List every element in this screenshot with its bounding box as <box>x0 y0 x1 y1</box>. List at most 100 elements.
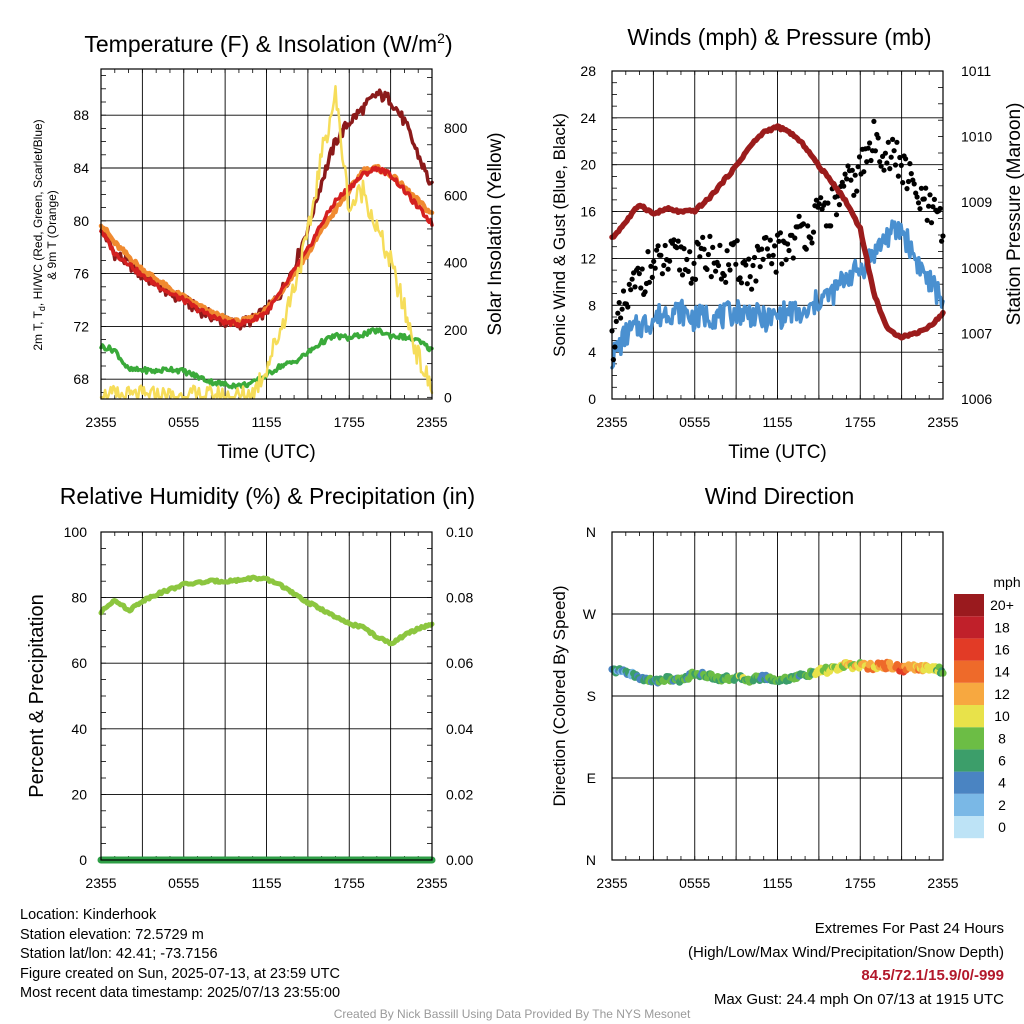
gust-dot <box>685 268 691 274</box>
gust-dot <box>710 244 716 250</box>
gust-dot <box>796 213 802 219</box>
y2-tick-label: 0.04 <box>446 721 473 737</box>
gust-dot <box>931 196 938 202</box>
gust-dot <box>911 181 917 187</box>
gust-dot <box>915 200 922 206</box>
gust-dot <box>671 237 677 243</box>
gust-dot <box>928 220 935 226</box>
y-tick-label: 16 <box>580 204 596 220</box>
y2-tick-label: 0.06 <box>446 655 473 671</box>
y2-tick-label: 0.00 <box>446 852 473 868</box>
gust-dot <box>655 243 661 249</box>
series-line-station-pressure <box>609 123 946 341</box>
extremes-subtitle: (High/Low/Max Wind/Precipitation/Snow De… <box>688 943 1004 961</box>
y-tick-label: 4 <box>588 344 596 360</box>
gust-dot <box>851 192 857 198</box>
gust-dot <box>727 267 733 273</box>
chart-title: Relative Humidity (%) & Precipitation (i… <box>60 483 475 509</box>
y-tick-label: 12 <box>580 250 596 266</box>
gust-dot <box>810 229 817 235</box>
gust-dot <box>628 287 634 293</box>
gust-dot <box>747 274 753 280</box>
gust-dot <box>691 260 697 266</box>
gust-dot <box>783 257 789 263</box>
y-tick-label: 20 <box>580 157 596 173</box>
gust-dot <box>764 246 771 252</box>
gust-dot <box>779 261 785 267</box>
gust-dot <box>888 154 894 160</box>
y-axis-label: 2m T, Td, HI/WC (Red, Green, Scarlet/Blu… <box>31 119 47 350</box>
gust-dot <box>773 269 779 275</box>
gust-dot <box>878 163 884 169</box>
gust-dot <box>625 304 631 310</box>
colorbar-label: 12 <box>994 686 1010 702</box>
y2-tick-label: 1009 <box>961 194 992 210</box>
gust-dot <box>649 274 655 280</box>
gust-dot <box>825 200 831 206</box>
gust-dot <box>772 243 778 249</box>
colorbar-label: 2 <box>998 797 1006 813</box>
station-info: Location: Kinderhook Station elevation: … <box>20 906 340 1004</box>
gust-dot <box>845 163 851 169</box>
y-axis-label: Direction (Colored By Speed) <box>550 585 569 806</box>
gust-dot <box>750 262 756 269</box>
x-tick-label: 1755 <box>334 414 365 430</box>
gust-dot <box>763 234 769 241</box>
x-tick-label: 1155 <box>762 414 792 430</box>
colorbar-swatch <box>954 793 984 816</box>
y2-tick-label: 1007 <box>961 325 992 341</box>
y2-tick-label: 0 <box>444 389 452 405</box>
gust-dot <box>705 251 712 258</box>
gust-dot <box>918 185 925 191</box>
y2-tick-label: 600 <box>444 187 468 203</box>
latlon-text: Station lat/lon: 42.41; -73.7156 <box>20 946 218 962</box>
gust-dot <box>675 238 681 244</box>
gust-dot <box>717 242 723 248</box>
gust-dot <box>914 194 920 200</box>
y-tick-label: 80 <box>71 590 87 606</box>
chart-title: Winds (mph) & Pressure (mb) <box>627 24 931 50</box>
panel-1: 2355 0555 1155 1755 2355 68 72 76 80 84 88 0 200 400 6… <box>31 30 506 463</box>
gust-dot <box>776 238 782 244</box>
gust-dot <box>803 246 809 252</box>
gust-dot <box>759 246 765 252</box>
gust-dot <box>900 180 906 186</box>
y2-tick-label: 1011 <box>961 63 991 79</box>
y-tick-label: S <box>587 688 596 704</box>
created-text: Figure created on Sun, 2025-07-13, at 23… <box>20 965 340 982</box>
gust-dot <box>726 262 732 268</box>
gust-dot <box>652 265 658 271</box>
gust-dot <box>751 254 758 261</box>
gust-dot <box>808 235 814 241</box>
y-axis-label-second-line: & 9m T (Orange) <box>45 190 59 280</box>
colorbar-unit: mph <box>993 574 1020 590</box>
y-tick-label: 84 <box>73 160 89 176</box>
colorbar-swatch <box>954 638 984 661</box>
elevation-text: Station elevation: 72.5729 m <box>20 926 204 943</box>
gust-dot <box>704 266 710 272</box>
y-tick-label: 0 <box>79 852 87 868</box>
y-tick-label: 40 <box>71 721 87 737</box>
y-tick-label: 0 <box>588 391 596 407</box>
gust-dot <box>892 162 899 168</box>
y2-tick-label: 1008 <box>961 260 992 276</box>
gust-dot <box>767 237 773 243</box>
y-axis-label-part: , HI/WC (Red, Green, Scarlet/Blue) <box>31 119 45 306</box>
gust-dot <box>777 230 784 236</box>
y-tick-label: 60 <box>71 655 87 671</box>
x-tick-label: 0555 <box>168 414 199 430</box>
gust-dot <box>667 258 673 264</box>
gust-dot <box>927 192 933 198</box>
gust-dot <box>733 261 739 267</box>
gust-dot <box>718 276 725 282</box>
chart-title-main: Temperature (F) & Insolation (W/m <box>84 31 437 57</box>
max-gust-text: Max Gust: 24.4 mph On 07/13 at 1915 UTC <box>713 990 1004 1008</box>
gust-dot <box>816 201 822 207</box>
gust-dot <box>917 206 923 212</box>
x-tick-label: 1155 <box>251 875 281 891</box>
colorbar-swatch <box>954 749 984 772</box>
x-tick-label: 0555 <box>679 414 710 430</box>
gust-dot <box>871 118 877 124</box>
gust-dot <box>626 281 632 287</box>
y2-tick-label: 1010 <box>961 129 992 145</box>
